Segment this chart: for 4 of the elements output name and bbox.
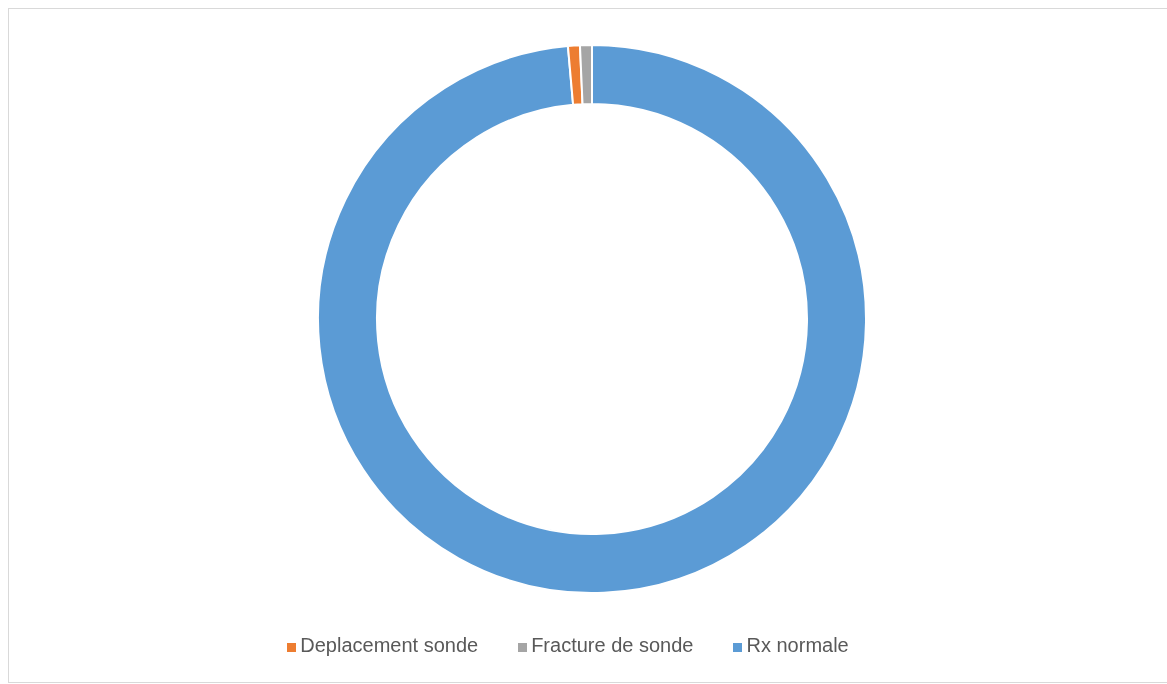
donut-slice xyxy=(317,44,867,594)
legend-label: Rx normale xyxy=(746,634,849,656)
legend-label: Deplacement sonde xyxy=(300,634,479,656)
legend-label: Fracture de sonde xyxy=(531,634,694,656)
